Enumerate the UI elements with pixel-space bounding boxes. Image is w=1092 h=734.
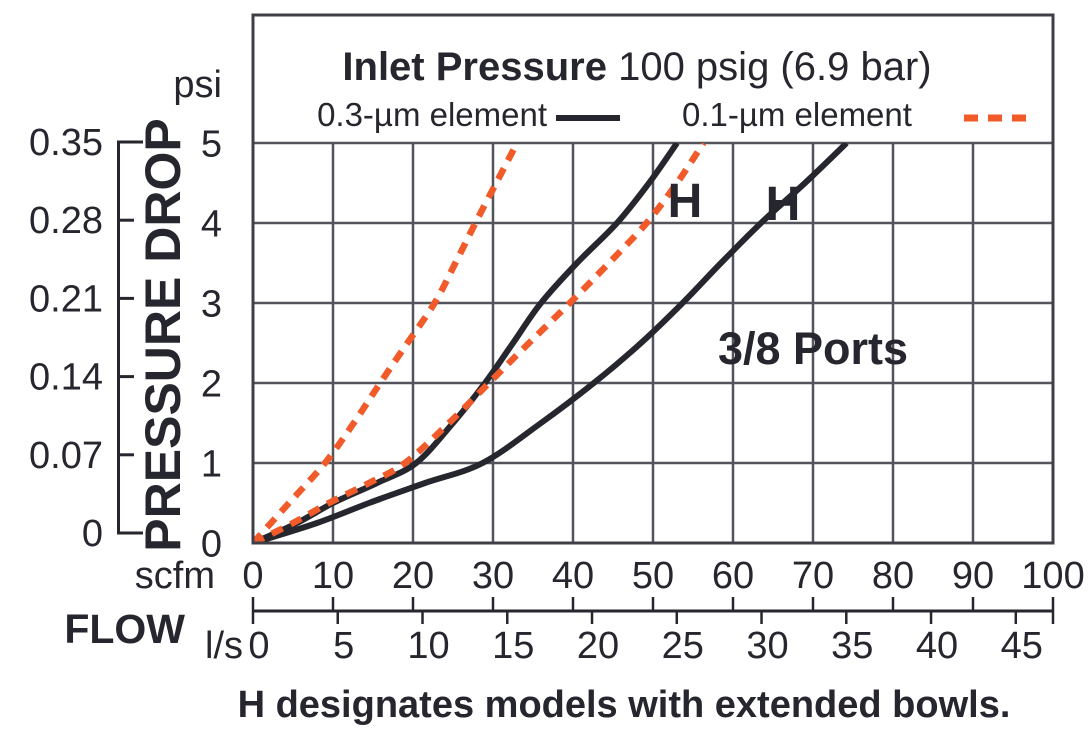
bar-tick-label: 0.35 xyxy=(29,122,103,164)
scfm-tick-label: 20 xyxy=(392,555,434,597)
plot-border xyxy=(251,13,1055,545)
h-curve-label-2: H xyxy=(766,178,801,231)
ports-annotation: 3/8 Ports xyxy=(718,323,908,374)
ls-tick-label: 15 xyxy=(492,625,534,667)
ls-tick-label: 30 xyxy=(746,625,788,667)
scfm-unit-label: scfm xyxy=(135,555,215,597)
bar-tick-label: 0 xyxy=(82,513,103,555)
legend-label-03um: 0.3-µm element xyxy=(317,96,547,133)
scfm-tick-label: 80 xyxy=(872,555,914,597)
psi-tick-label: 4 xyxy=(201,204,222,246)
curve-03um-h xyxy=(254,143,849,544)
x-axis-title: FLOW xyxy=(64,606,185,652)
psi-tick-label: 5 xyxy=(201,124,222,166)
psi-tick-label: 3 xyxy=(201,284,222,326)
scfm-tick-label: 60 xyxy=(712,555,754,597)
bar-tick-label: 0.14 xyxy=(29,357,103,399)
grid-layer xyxy=(253,141,1053,543)
ls-tick-label: 45 xyxy=(1001,625,1043,667)
bar-scale-bracket xyxy=(117,140,143,535)
ls-unit-label: l/s xyxy=(205,625,243,667)
ls-tick-label: 40 xyxy=(916,625,958,667)
psi-tick-label: 1 xyxy=(201,444,222,486)
scfm-tick-label: 50 xyxy=(632,555,674,597)
curve-03um-std xyxy=(254,143,680,544)
curve-layer xyxy=(254,143,849,544)
ls-tick-label: 35 xyxy=(831,625,873,667)
scfm-tick-label: 10 xyxy=(312,555,354,597)
ls-tick-label: 25 xyxy=(662,625,704,667)
ls-tick-label: 10 xyxy=(407,625,449,667)
ls-tick-label: 5 xyxy=(333,625,354,667)
scfm-tick-label: 100 xyxy=(1021,555,1084,597)
curve-01um-h xyxy=(254,143,707,544)
legend-label-01um: 0.1-µm element xyxy=(682,96,912,133)
psi-unit-label: psi xyxy=(173,64,222,106)
scfm-tick-label: 40 xyxy=(552,555,594,597)
y-axis-title: PRESSURE DROP xyxy=(135,118,191,551)
h-curve-label-1: H xyxy=(668,175,703,228)
curve-01um-std xyxy=(254,143,520,544)
psi-tick-label: 0 xyxy=(201,524,222,566)
bar-tick-label: 0.28 xyxy=(29,200,103,242)
scfm-tick-label: 90 xyxy=(952,555,994,597)
bar-tick-label: 0.07 xyxy=(29,435,103,477)
scfm-tick-label: 70 xyxy=(792,555,834,597)
chart-title-bold: Inlet Pressure xyxy=(342,45,607,89)
psi-tick-label: 2 xyxy=(201,364,222,406)
chart-title-rest: 100 psig (6.9 bar) xyxy=(607,45,932,89)
chart-title: Inlet Pressure 100 psig (6.9 bar) xyxy=(342,45,931,89)
ls-tick-label: 20 xyxy=(577,625,619,667)
scfm-tick-label: 0 xyxy=(242,555,263,597)
chart-caption: H designates models with extended bowls. xyxy=(238,684,1011,726)
ls-tick-label: 0 xyxy=(248,625,269,667)
scfm-tick-label: 30 xyxy=(472,555,514,597)
bar-tick-label: 0.21 xyxy=(29,278,103,320)
